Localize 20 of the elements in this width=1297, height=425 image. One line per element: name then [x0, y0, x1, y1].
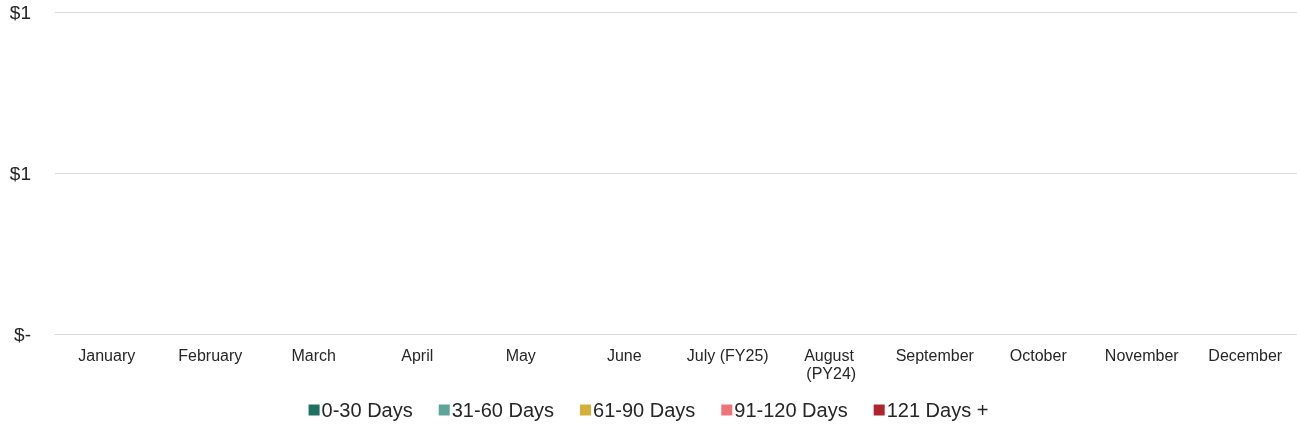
x-tick-label: August (PY24): [804, 346, 859, 382]
legend-label: 121 Days +: [886, 399, 989, 421]
x-tick-label: December: [1208, 346, 1283, 364]
x-tick-label: May: [505, 346, 536, 364]
x-tick-label: July (FY25): [686, 346, 769, 364]
x-tick-label: April: [401, 346, 434, 364]
y-tick-label: $1: [9, 162, 31, 184]
legend-label: 31-60 Days: [451, 399, 555, 421]
x-tick-label: March: [291, 346, 336, 364]
x-tick-label: June: [606, 346, 642, 364]
x-tick-label: November: [1104, 346, 1180, 364]
y-tick-label: $1: [9, 1, 31, 23]
x-tick-label: October: [1009, 346, 1068, 364]
legend-label: 0-30 Days: [321, 399, 413, 421]
y-tick-label: $-: [14, 323, 31, 345]
legend-label: 61-90 Days: [593, 399, 696, 421]
x-tick-label: January: [78, 346, 136, 364]
legend-label: 91-120 Days: [734, 399, 848, 421]
x-tick-label: September: [895, 346, 975, 364]
x-tick-label: February: [178, 346, 243, 364]
